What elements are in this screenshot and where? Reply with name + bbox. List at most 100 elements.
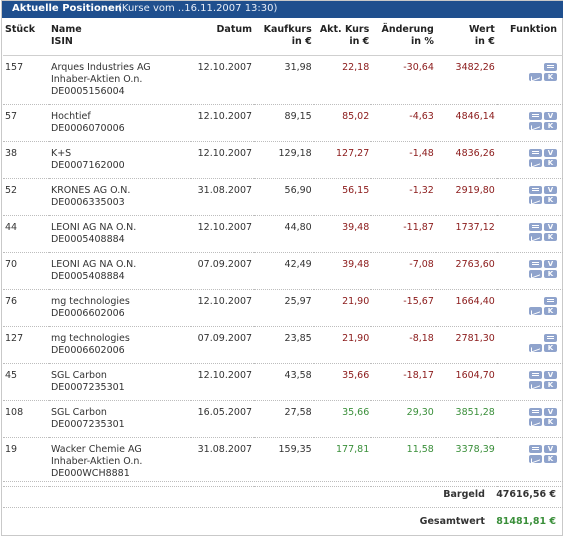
buy-icon[interactable]: K [544, 418, 557, 426]
sell-icon[interactable]: V [544, 186, 557, 194]
cell-kaufkurs: 23,85 [284, 333, 312, 344]
details-icon[interactable] [529, 149, 542, 157]
details-icon[interactable] [529, 371, 542, 379]
cell-name: Hochtief DE0006070006 [49, 105, 191, 142]
cell-akt-kurs: 127,27 [336, 148, 370, 159]
cell-stueck: 44 [5, 222, 18, 233]
details-icon[interactable] [544, 297, 557, 305]
buy-icon[interactable]: K [544, 233, 557, 241]
chart-icon[interactable] [529, 455, 542, 463]
chart-icon[interactable] [529, 344, 542, 352]
cell-wert: 2763,60 [455, 259, 495, 270]
buy-icon[interactable]: K [544, 381, 557, 389]
chart-icon[interactable] [529, 233, 542, 241]
chart-icon[interactable] [529, 418, 542, 426]
details-icon[interactable] [544, 334, 557, 342]
sell-icon[interactable]: V [544, 408, 557, 416]
cell-funktion: K [497, 327, 563, 364]
cell-stueck: 157 [5, 62, 24, 73]
sell-icon[interactable]: V [544, 260, 557, 268]
cell-aenderung: -18,17 [403, 370, 434, 381]
buy-icon[interactable]: K [544, 159, 557, 167]
chart-icon[interactable] [529, 307, 542, 315]
cell-aenderung: -1,48 [409, 148, 434, 159]
buy-icon[interactable]: K [544, 270, 557, 278]
sell-icon[interactable]: V [544, 445, 557, 453]
cell-datum: 31.08.2007 [197, 185, 253, 196]
cell-wert: 1737,12 [455, 222, 495, 233]
cell-stueck: 76 [5, 296, 18, 307]
details-icon[interactable] [529, 445, 542, 453]
cell-datum: 31.08.2007 [197, 444, 253, 455]
cell-aenderung: 11,58 [406, 444, 434, 455]
cell-aenderung: -4,63 [409, 111, 434, 122]
details-icon[interactable] [544, 63, 557, 71]
cell-kaufkurs: 89,15 [284, 111, 312, 122]
stock-name: Wacker Chemie AG [50, 444, 142, 455]
col-name: Name ISIN [50, 24, 82, 47]
buy-icon[interactable]: K [544, 73, 557, 81]
buy-icon[interactable]: K [544, 344, 557, 352]
stock-name: mg technologies [50, 333, 130, 344]
details-icon[interactable] [529, 112, 542, 120]
cell-name: SGL Carbon DE0007235301 [49, 364, 191, 401]
cell-datum: 16.05.2007 [197, 407, 253, 418]
stock-name-suffix: Inhaber-Aktien O.n. [50, 456, 143, 467]
cell-kaufkurs: 31,98 [284, 62, 312, 73]
panel-subtitle: (Kurse vom ..16.11.2007 13:30) [118, 3, 278, 14]
chart-icon[interactable] [529, 122, 542, 130]
isin: DE0007235301 [50, 419, 125, 430]
bargeld-label: Bargeld [443, 489, 485, 500]
cell-aenderung: -30,64 [403, 62, 434, 73]
sell-icon[interactable]: V [544, 223, 557, 231]
cell-datum: 12.10.2007 [197, 296, 253, 307]
details-icon[interactable] [529, 223, 542, 231]
isin: DE0007235301 [50, 382, 125, 393]
details-icon[interactable] [529, 186, 542, 194]
cell-wert: 4846,14 [455, 111, 495, 122]
table-row: 52 KRONES AG O.N. DE0006335003 31.08.2007 56… [3, 179, 563, 216]
details-icon[interactable] [529, 408, 542, 416]
cell-datum: 12.10.2007 [197, 148, 253, 159]
summary-divider [3, 481, 563, 482]
cell-kaufkurs: 25,97 [284, 296, 312, 307]
chart-icon[interactable] [529, 196, 542, 204]
cell-kaufkurs: 56,90 [284, 185, 312, 196]
cell-kaufkurs: 159,35 [278, 444, 312, 455]
table-row: 57 Hochtief DE0006070006 12.10.2007 89,15 85,… [3, 105, 563, 142]
stock-name: SGL Carbon [50, 370, 107, 381]
buy-icon[interactable]: K [544, 307, 557, 315]
chart-icon[interactable] [529, 270, 542, 278]
cell-datum: 12.10.2007 [197, 111, 253, 122]
buy-icon[interactable]: K [544, 122, 557, 130]
cell-kaufkurs: 27,58 [284, 407, 312, 418]
details-icon[interactable] [529, 260, 542, 268]
sell-icon[interactable]: V [544, 371, 557, 379]
cell-kaufkurs: 42,49 [284, 259, 312, 270]
sell-icon[interactable]: V [544, 112, 557, 120]
chart-icon[interactable] [529, 73, 542, 81]
chart-icon[interactable] [529, 159, 542, 167]
col-stueck: Stück [5, 24, 36, 35]
stock-name-suffix: Inhaber-Aktien O.n. [50, 74, 143, 85]
row-actions: K [523, 62, 557, 82]
chart-icon[interactable] [529, 381, 542, 389]
cell-akt-kurs: 56,15 [342, 185, 370, 196]
cell-akt-kurs: 21,90 [342, 296, 370, 307]
buy-icon[interactable]: K [544, 455, 557, 463]
buy-icon[interactable]: K [544, 196, 557, 204]
sell-icon[interactable]: V [544, 149, 557, 157]
cell-wert: 3378,39 [455, 444, 495, 455]
cell-kaufkurs: 44,80 [284, 222, 312, 233]
table-row: 38 K+S DE0007162000 12.10.2007 129,18 127,27 -… [3, 142, 563, 179]
cell-akt-kurs: 21,90 [342, 333, 370, 344]
col-funktion: Funktion [510, 24, 557, 35]
